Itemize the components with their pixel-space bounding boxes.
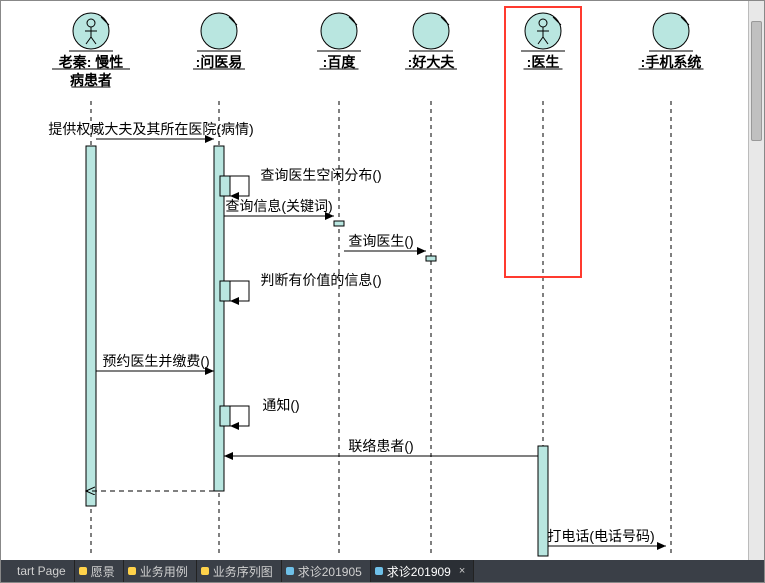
svg-text::好大夫: :好大夫 xyxy=(408,54,456,70)
svg-text:提供权威大夫及其所在医院(病情): 提供权威大夫及其所在医院(病情) xyxy=(48,121,253,137)
participant-p4: :医生 xyxy=(521,13,565,70)
svg-text:预约医生并缴费(): 预约医生并缴费() xyxy=(102,353,209,369)
tab-label: 求诊201909 xyxy=(387,563,451,580)
tab-label: 愿景 xyxy=(91,563,115,580)
svg-text::百度: :百度 xyxy=(323,54,357,70)
activation xyxy=(86,146,96,506)
activation xyxy=(220,281,230,301)
activation xyxy=(220,176,230,196)
tab-label: 求诊201905 xyxy=(298,563,362,580)
svg-text:通知(): 通知() xyxy=(262,397,299,413)
tab-label: 业务用例 xyxy=(140,563,188,580)
vertical-scrollbar[interactable] xyxy=(748,1,764,560)
svg-text::手机系统: :手机系统 xyxy=(641,54,702,70)
svg-text:打电话(电话号码): 打电话(电话号码) xyxy=(547,528,654,544)
activation xyxy=(214,146,224,491)
tab-业务序列图[interactable]: 业务序列图 xyxy=(197,560,282,582)
participant-p0: 老秦: 慢性病患者 xyxy=(52,13,130,88)
tab-求诊201905[interactable]: 求诊201905 xyxy=(282,560,371,582)
tab-bar: tart Page 愿景 业务用例 业务序列图 求诊201905 求诊201909 × xyxy=(1,560,764,582)
tab-label: 业务序列图 xyxy=(213,563,273,580)
svg-text::医生: :医生 xyxy=(527,54,560,70)
sequence-diagram-canvas: 老秦: 慢性病患者 :问医易 :百度 :好大夫 :医生 :手机系统提供权威大夫及其所在医院… xyxy=(1,1,764,560)
svg-text:查询信息(关键词): 查询信息(关键词) xyxy=(225,198,332,214)
svg-text:查询医生(): 查询医生() xyxy=(348,233,413,249)
tab-业务用例[interactable]: 业务用例 xyxy=(124,560,197,582)
participant-p5: :手机系统 xyxy=(639,13,704,70)
svg-text:联络患者(): 联络患者() xyxy=(348,438,413,454)
close-icon[interactable]: × xyxy=(459,565,465,577)
activation xyxy=(426,256,436,261)
activation xyxy=(220,406,230,426)
tab-tart Page[interactable]: tart Page xyxy=(1,560,75,582)
tab-愿景[interactable]: 愿景 xyxy=(75,560,124,582)
svg-text:老秦: 慢性: 老秦: 慢性 xyxy=(59,54,124,70)
activation xyxy=(334,221,344,226)
tab-label: tart Page xyxy=(17,564,66,578)
participant-p2: :百度 xyxy=(317,13,361,70)
svg-text::问医易: :问医易 xyxy=(196,54,243,70)
tab-icon xyxy=(5,567,13,575)
tab-icon xyxy=(128,567,136,575)
svg-text:查询医生空闲分布(): 查询医生空闲分布() xyxy=(260,167,381,183)
svg-text:病患者: 病患者 xyxy=(70,72,112,88)
scroll-thumb[interactable] xyxy=(751,21,762,141)
svg-text:判断有价值的信息(): 判断有价值的信息() xyxy=(260,272,381,288)
tab-icon xyxy=(201,567,209,575)
tab-icon xyxy=(375,567,383,575)
participant-p1: :问医易 xyxy=(193,13,245,70)
participant-p3: :好大夫 xyxy=(405,13,457,70)
tab-icon xyxy=(79,567,87,575)
tab-求诊201909[interactable]: 求诊201909 × xyxy=(371,560,474,582)
tab-icon xyxy=(286,567,294,575)
